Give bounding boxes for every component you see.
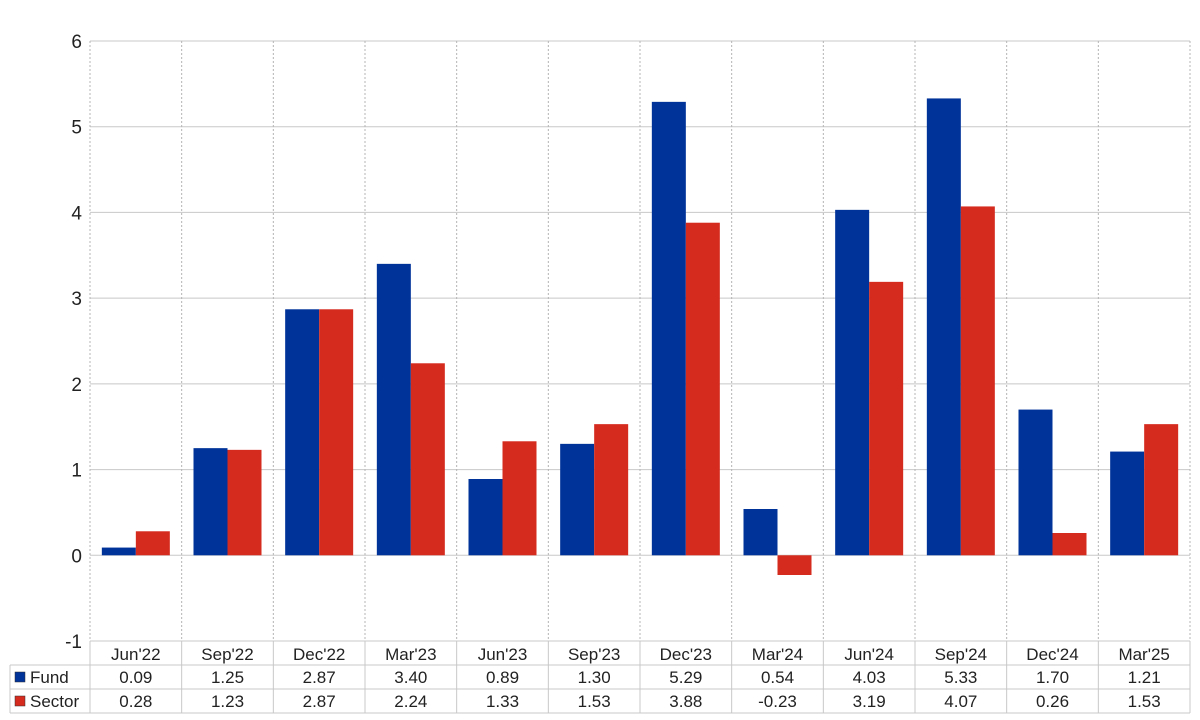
- data-table: Jun'22 Sep'22 Dec'22 Mar'23 Jun'23 Sep'23 Dec'…: [9, 641, 1191, 714]
- y-axis: -1 0 1 2 3 4 5 6: [65, 32, 82, 653]
- data-label-sector: -0.23: [758, 692, 797, 711]
- category-label: Sep'23: [568, 645, 620, 664]
- legend-swatch-fund: [14, 671, 26, 683]
- bar-fund: [560, 443, 595, 556]
- data-label-sector: 1.53: [1128, 692, 1161, 711]
- category-label: Dec'23: [660, 645, 712, 664]
- data-label-fund: 0.09: [119, 668, 152, 687]
- y-tick-label: 1: [71, 461, 82, 482]
- y-tick-label: 0: [71, 546, 82, 567]
- bar-sector: [594, 424, 629, 556]
- bar-fund: [101, 547, 136, 556]
- y-tick-label: 3: [71, 289, 82, 310]
- bar-fund: [835, 209, 870, 556]
- bar-sector: [960, 206, 995, 556]
- bars: [101, 98, 1179, 575]
- category-label: Sep'22: [201, 645, 253, 664]
- data-label-fund: 1.25: [211, 668, 244, 687]
- data-label-sector: 1.33: [486, 692, 519, 711]
- data-label-fund: 2.87: [303, 668, 336, 687]
- data-label-sector: 1.53: [578, 692, 611, 711]
- bar-sector: [135, 531, 170, 556]
- data-label-fund: 5.33: [944, 668, 977, 687]
- gridlines: [89, 40, 1191, 642]
- bar-fund: [376, 263, 411, 556]
- bar-sector: [319, 309, 354, 556]
- y-tick-label: 5: [71, 118, 82, 139]
- y-tick-label: 4: [71, 203, 82, 224]
- legend-label-fund: Fund: [30, 668, 69, 687]
- bar-sector: [1144, 424, 1179, 556]
- bar-fund: [468, 479, 503, 556]
- bar-sector: [227, 449, 262, 556]
- category-label: Mar'25: [1118, 645, 1169, 664]
- category-label: Dec'22: [293, 645, 345, 664]
- bar-sector: [685, 222, 720, 556]
- data-label-sector: 2.87: [303, 692, 336, 711]
- bar-sector: [502, 441, 537, 556]
- data-label-fund: 1.70: [1036, 668, 1069, 687]
- legend-swatch-sector: [14, 695, 26, 707]
- y-tick-label: 2: [71, 375, 82, 396]
- data-label-sector: 3.19: [853, 692, 886, 711]
- y-tick-label: -1: [65, 632, 82, 653]
- bar-fund: [193, 448, 228, 556]
- bar-sector: [410, 363, 445, 556]
- data-label-fund: 1.30: [578, 668, 611, 687]
- bar-fund: [651, 101, 686, 556]
- legend-label-sector: Sector: [30, 692, 79, 711]
- data-label-fund: 1.21: [1128, 668, 1161, 687]
- category-label: Dec'24: [1026, 645, 1078, 664]
- data-label-fund: 5.29: [669, 668, 702, 687]
- bar-fund: [926, 98, 961, 556]
- data-label-fund: 4.03: [853, 668, 886, 687]
- data-label-sector: 3.88: [669, 692, 702, 711]
- data-label-sector: 0.26: [1036, 692, 1069, 711]
- data-label-sector: 2.24: [394, 692, 427, 711]
- data-label-fund: 0.89: [486, 668, 519, 687]
- category-label: Mar'23: [385, 645, 436, 664]
- bar-sector: [777, 555, 812, 575]
- bar-sector: [1052, 533, 1087, 556]
- bar-fund: [1110, 451, 1145, 556]
- category-label: Mar'24: [752, 645, 803, 664]
- category-label: Sep'24: [935, 645, 987, 664]
- data-label-sector: 4.07: [944, 692, 977, 711]
- bar-sector: [869, 281, 904, 556]
- category-label: Jun'24: [844, 645, 894, 664]
- data-label-sector: 1.23: [211, 692, 244, 711]
- category-label: Jun'23: [478, 645, 528, 664]
- category-label: Jun'22: [111, 645, 161, 664]
- data-label-fund: 0.54: [761, 668, 794, 687]
- data-label-fund: 3.40: [394, 668, 427, 687]
- data-label-sector: 0.28: [119, 692, 152, 711]
- bar-fund: [285, 309, 320, 556]
- bar-fund: [1018, 409, 1053, 556]
- bar-fund: [743, 509, 778, 556]
- y-tick-label: 6: [71, 32, 82, 53]
